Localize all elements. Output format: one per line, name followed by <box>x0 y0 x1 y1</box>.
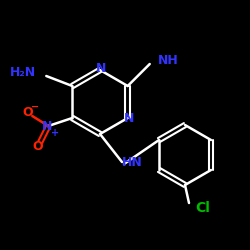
Text: O: O <box>32 140 42 153</box>
Text: +: + <box>51 128 59 138</box>
Text: N: N <box>124 112 134 126</box>
Text: N: N <box>96 62 106 76</box>
Text: Cl: Cl <box>195 201 210 215</box>
Text: H₂N: H₂N <box>10 66 36 80</box>
Text: HN: HN <box>122 156 143 170</box>
Text: N: N <box>42 120 52 132</box>
Text: −: − <box>31 102 39 112</box>
Text: O: O <box>22 106 32 118</box>
Text: NH: NH <box>158 54 178 66</box>
